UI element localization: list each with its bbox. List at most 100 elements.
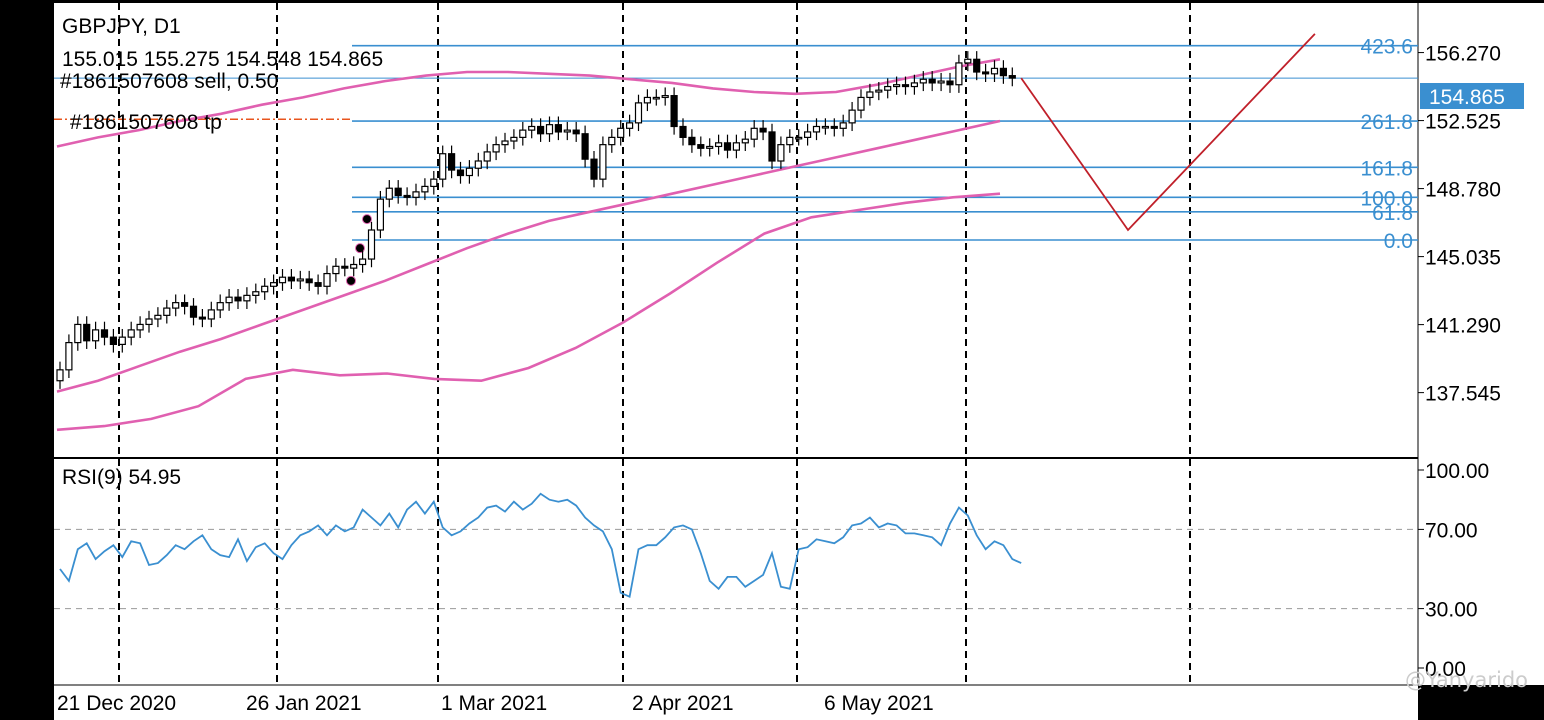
lower-band <box>56 192 1001 432</box>
candle-body <box>56 369 64 382</box>
candle-body <box>225 296 233 304</box>
candle-body <box>172 302 180 309</box>
candle-body <box>270 282 278 287</box>
candle-body <box>252 291 260 296</box>
candle-body <box>634 102 643 124</box>
fib-anchor-point <box>362 214 372 225</box>
candle-body <box>1008 75 1016 79</box>
candle-body <box>332 265 340 275</box>
price-badge <box>1420 83 1524 109</box>
candle-body <box>679 125 687 138</box>
time-axis[interactable] <box>54 685 1418 720</box>
fib-level-label: 100.0 <box>1360 187 1413 210</box>
candle-body <box>189 305 198 318</box>
candle-body <box>100 329 109 338</box>
candle-body <box>367 229 376 260</box>
candle-body <box>910 82 919 88</box>
price-tick-label: 137.545 <box>1425 383 1501 406</box>
candle-body <box>884 85 892 91</box>
candle-body <box>474 160 482 169</box>
fib-level-label: 161.8 <box>1360 157 1413 180</box>
candle-body <box>83 323 91 342</box>
candle-body <box>697 144 705 149</box>
candle-body <box>581 133 589 160</box>
fibonacci-levels: 423.6 261.8 161.8 100.061.8 0.0 <box>54 36 1418 286</box>
candle-body <box>617 127 625 138</box>
candle-body <box>990 67 999 75</box>
candle-body <box>234 296 242 302</box>
time-tick-label: 26 Jan 2021 <box>246 692 362 715</box>
candle-body <box>777 144 785 162</box>
candle-body <box>528 125 536 131</box>
rsi-tick-label: 100.00 <box>1425 460 1489 483</box>
candle-body <box>261 285 269 293</box>
price-tick-label: 156.270 <box>1425 43 1501 66</box>
candle-body <box>875 89 883 93</box>
candle-body <box>821 125 830 129</box>
candle-body <box>403 194 411 198</box>
candle-body <box>109 336 118 346</box>
candle-body <box>198 316 206 320</box>
candle-body <box>608 136 616 146</box>
candle-body <box>599 144 607 180</box>
candle-body <box>563 129 571 133</box>
candle-body <box>848 109 856 124</box>
candle-body <box>554 124 563 133</box>
price-tick-label: 145.035 <box>1425 247 1501 270</box>
candle-body <box>181 302 189 307</box>
candle-body <box>955 62 963 86</box>
candle-body <box>287 276 295 282</box>
candle-body <box>732 142 741 151</box>
time-tick-label: 2 Apr 2021 <box>632 692 734 715</box>
watermark: @Yanyarido <box>1404 668 1528 692</box>
candle-body <box>625 122 634 129</box>
projection-path-group <box>1020 33 1316 232</box>
price-tick-label: 152.525 <box>1425 111 1501 134</box>
candle-body <box>937 80 945 84</box>
price-axis[interactable] <box>1418 3 1544 685</box>
candle-body <box>741 138 749 144</box>
fib-anchor-point <box>346 275 356 286</box>
candle-body <box>519 129 527 138</box>
candle-body <box>305 278 313 284</box>
rsi-tick-label: 70.00 <box>1425 519 1478 542</box>
candle-body <box>296 278 304 282</box>
candle-body <box>723 142 732 151</box>
candle-body <box>901 84 910 88</box>
order-sell-label[interactable]: #1861507608 sell, 0.50 <box>60 70 279 93</box>
rsi-tick-label: 30.00 <box>1425 599 1478 622</box>
candle-body <box>857 96 865 111</box>
price-axis-ticks: 156.270 152.525 148.780 145.035 141.290 137.5… <box>1418 43 1501 406</box>
projection-path <box>1020 33 1316 232</box>
candle-body <box>830 125 838 129</box>
fib-level-label: 261.8 <box>1360 111 1413 134</box>
candle-body <box>91 329 100 342</box>
candle-body <box>483 151 491 162</box>
candle-body <box>706 145 714 149</box>
candle-body <box>652 96 660 100</box>
rsi-panel[interactable] <box>54 459 1418 685</box>
candle-body <box>376 198 384 231</box>
candle-body <box>314 282 322 287</box>
candle-body <box>74 323 82 344</box>
time-axis-ticks: 21 Dec 2020 26 Jan 2021 1 Mar 2021 2 Apr 20… <box>57 692 934 715</box>
candle-body <box>545 124 554 135</box>
price-tick-label: 141.290 <box>1425 315 1501 338</box>
candle-body <box>795 136 803 140</box>
ohlc-readout: 155.015 155.275 154.548 154.865 <box>62 48 384 71</box>
candle-body <box>278 276 287 284</box>
time-tick-label: 1 Mar 2021 <box>441 692 547 715</box>
candle-body <box>207 309 215 320</box>
rsi-line-group <box>59 492 1022 598</box>
candle-body <box>154 314 162 320</box>
candle-body <box>127 329 135 338</box>
candle-body <box>928 78 936 84</box>
order-tp-label[interactable]: #1861507608 tp <box>70 111 222 134</box>
candle-body <box>892 84 901 88</box>
candle-body <box>590 158 598 180</box>
candle-body <box>492 144 500 153</box>
candle-body <box>394 187 402 197</box>
candle-body <box>786 136 794 146</box>
